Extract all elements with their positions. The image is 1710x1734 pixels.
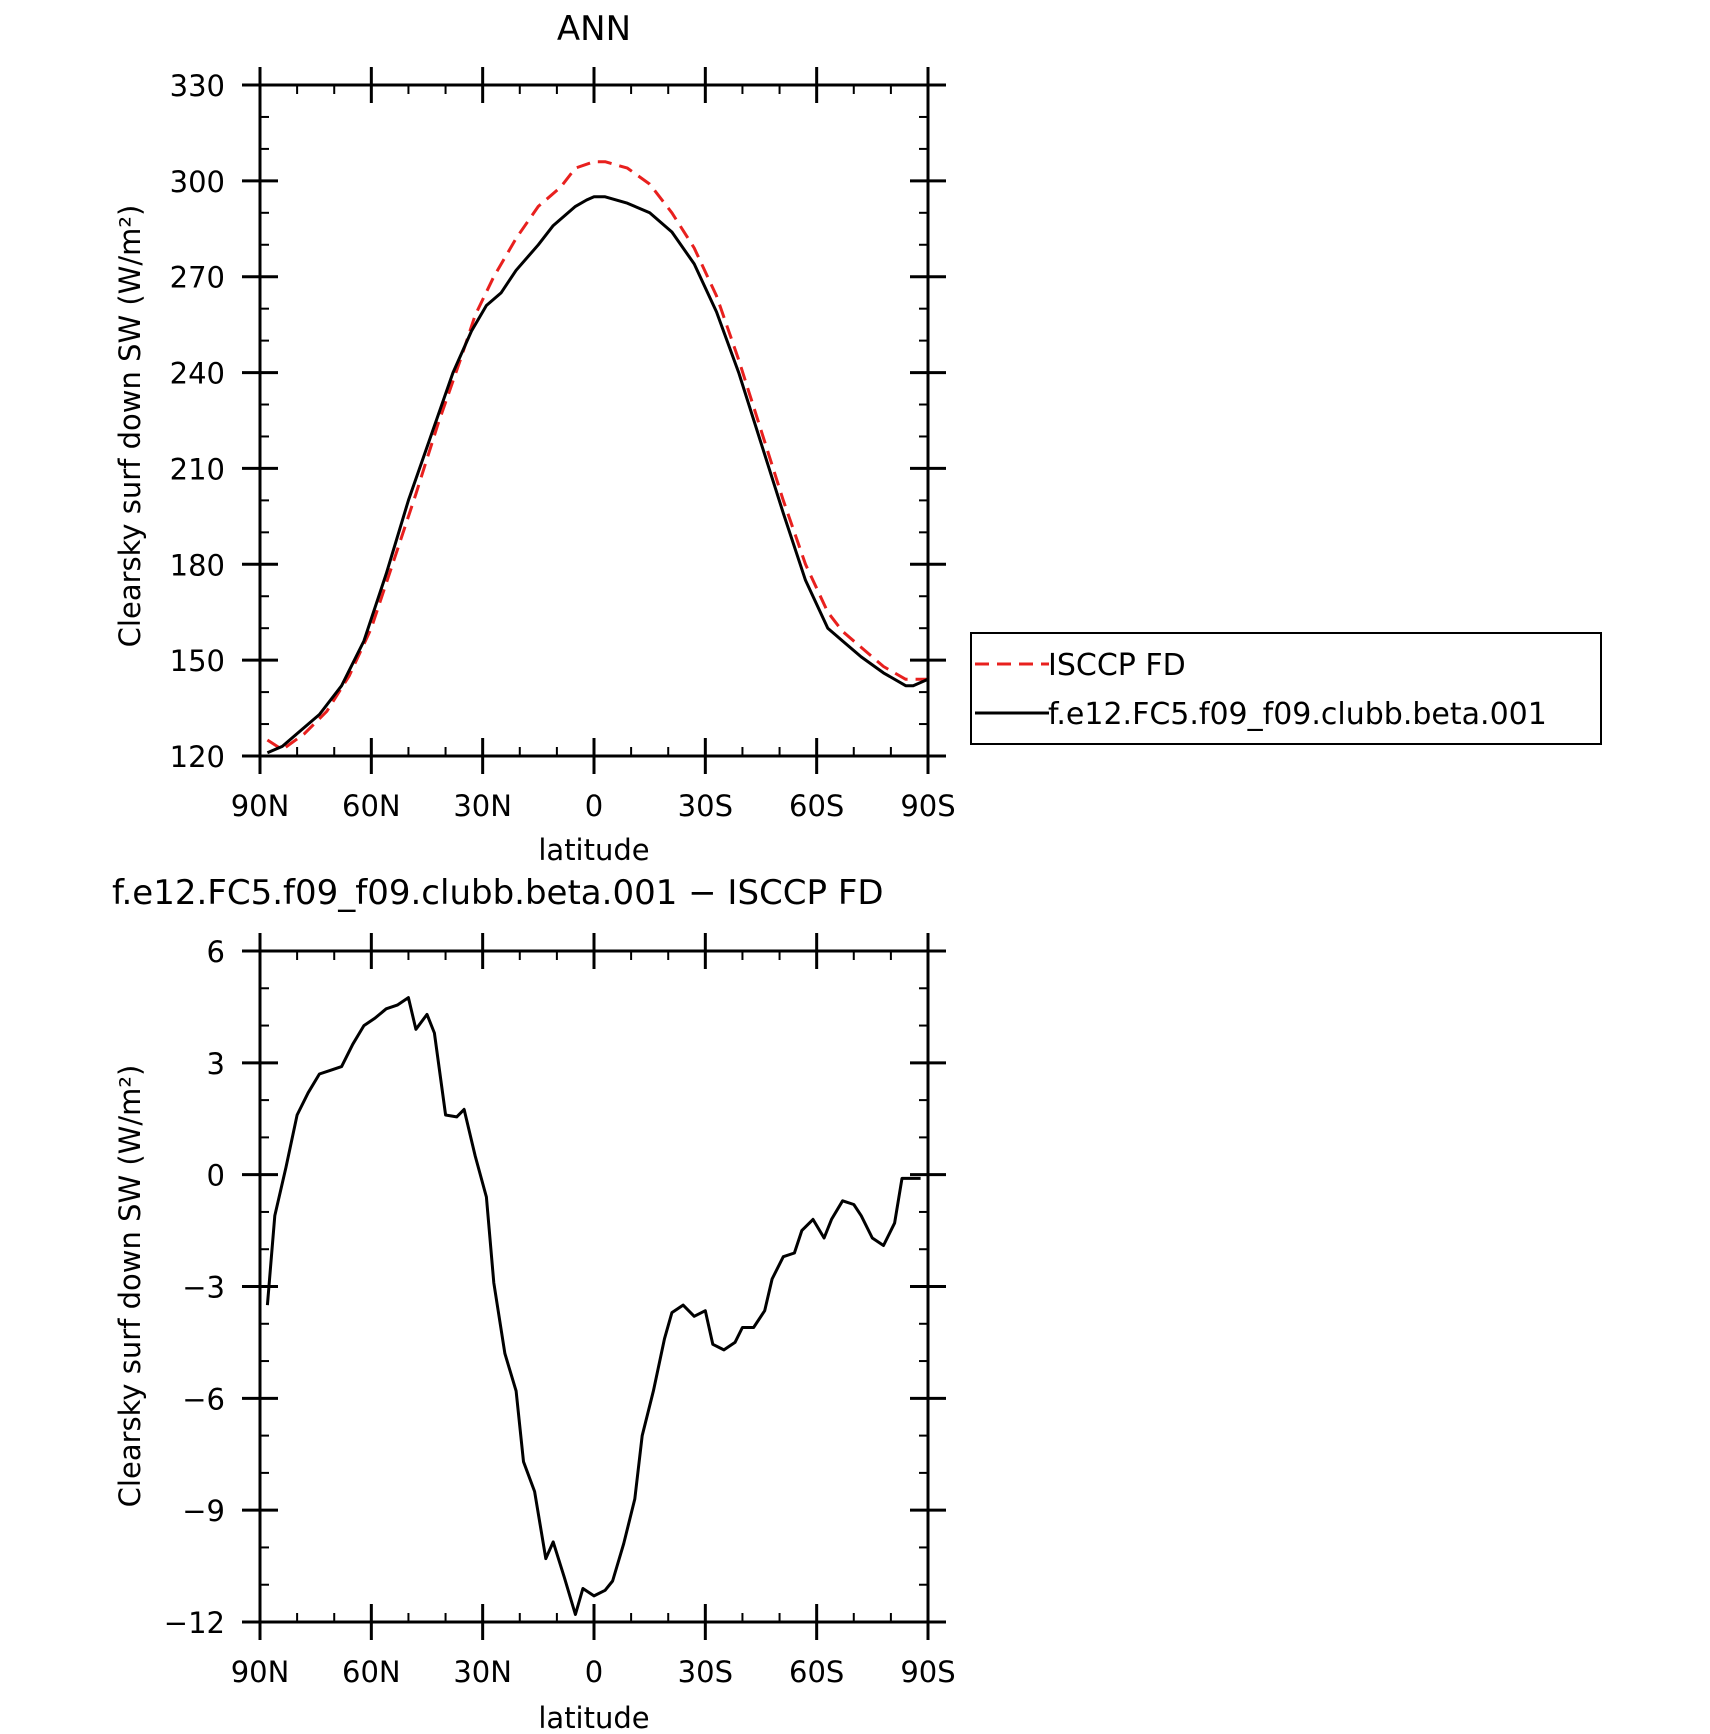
x-tick-label: 60S	[789, 1655, 844, 1689]
x-tick-label: 0	[585, 789, 603, 823]
x-tick-label: 90S	[900, 1655, 955, 1689]
y-tick-label: −9	[182, 1494, 225, 1528]
plot-frame	[258, 949, 930, 1624]
x-tick-label: 60N	[342, 1655, 401, 1689]
legend-label-model: f.e12.FC5.f09_f09.clubb.beta.001	[1048, 697, 1547, 732]
y-tick-label: 6	[207, 935, 225, 969]
top-panel: ANN latitude Clearsky surf down SW (W/m²…	[113, 9, 956, 867]
series-line-isccp-fd	[266, 160, 928, 752]
x-tick-label: 90N	[231, 1655, 290, 1689]
x-tick-label: 30N	[453, 789, 512, 823]
bottom-panel: f.e12.FC5.f09_f09.clubb.beta.001 − ISCCP…	[112, 873, 956, 1734]
x-tick-label: 30N	[453, 1655, 512, 1689]
x-tick-label: 60S	[789, 789, 844, 823]
y-tick-label: −6	[182, 1382, 225, 1416]
y-tick-label: 270	[170, 261, 225, 295]
y-tick-label: −12	[164, 1606, 225, 1640]
x-tick-label: 30S	[678, 1655, 733, 1689]
chart-title: ANN	[557, 9, 631, 49]
x-axis-label: latitude	[538, 833, 649, 867]
legend: ISCCP FD f.e12.FC5.f09_f09.clubb.beta.00…	[970, 632, 1602, 745]
x-tick-label: 90S	[900, 789, 955, 823]
y-tick-label: 120	[170, 740, 225, 774]
y-tick-label: 180	[170, 548, 225, 582]
x-tick-label: 0	[585, 1655, 603, 1689]
y-tick-label: −3	[182, 1271, 225, 1305]
y-axis-label: Clearsky surf down SW (W/m²)	[113, 1065, 147, 1508]
x-axis-label: latitude	[538, 1701, 649, 1734]
legend-box	[970, 632, 1602, 745]
y-tick-label: 300	[170, 165, 225, 199]
y-tick-label: 0	[207, 1159, 225, 1193]
y-axis-label: Clearsky surf down SW (W/m²)	[113, 205, 147, 648]
y-tick-label: 3	[207, 1047, 225, 1081]
y-tick-label: 240	[170, 357, 225, 391]
y-tick-label: 330	[170, 69, 225, 103]
x-tick-label: 30S	[678, 789, 733, 823]
x-tick-label: 90N	[231, 789, 290, 823]
legend-label-isccp: ISCCP FD	[1048, 648, 1186, 683]
series-line-difference	[265, 996, 921, 1616]
x-tick-label: 60N	[342, 789, 401, 823]
chart-title: f.e12.FC5.f09_f09.clubb.beta.001 − ISCCP…	[112, 873, 884, 913]
y-tick-label: 150	[170, 644, 225, 678]
series-line-f-e12-fc5-f09-f09-clubb-beta-001	[266, 195, 929, 755]
y-tick-label: 210	[170, 452, 225, 486]
